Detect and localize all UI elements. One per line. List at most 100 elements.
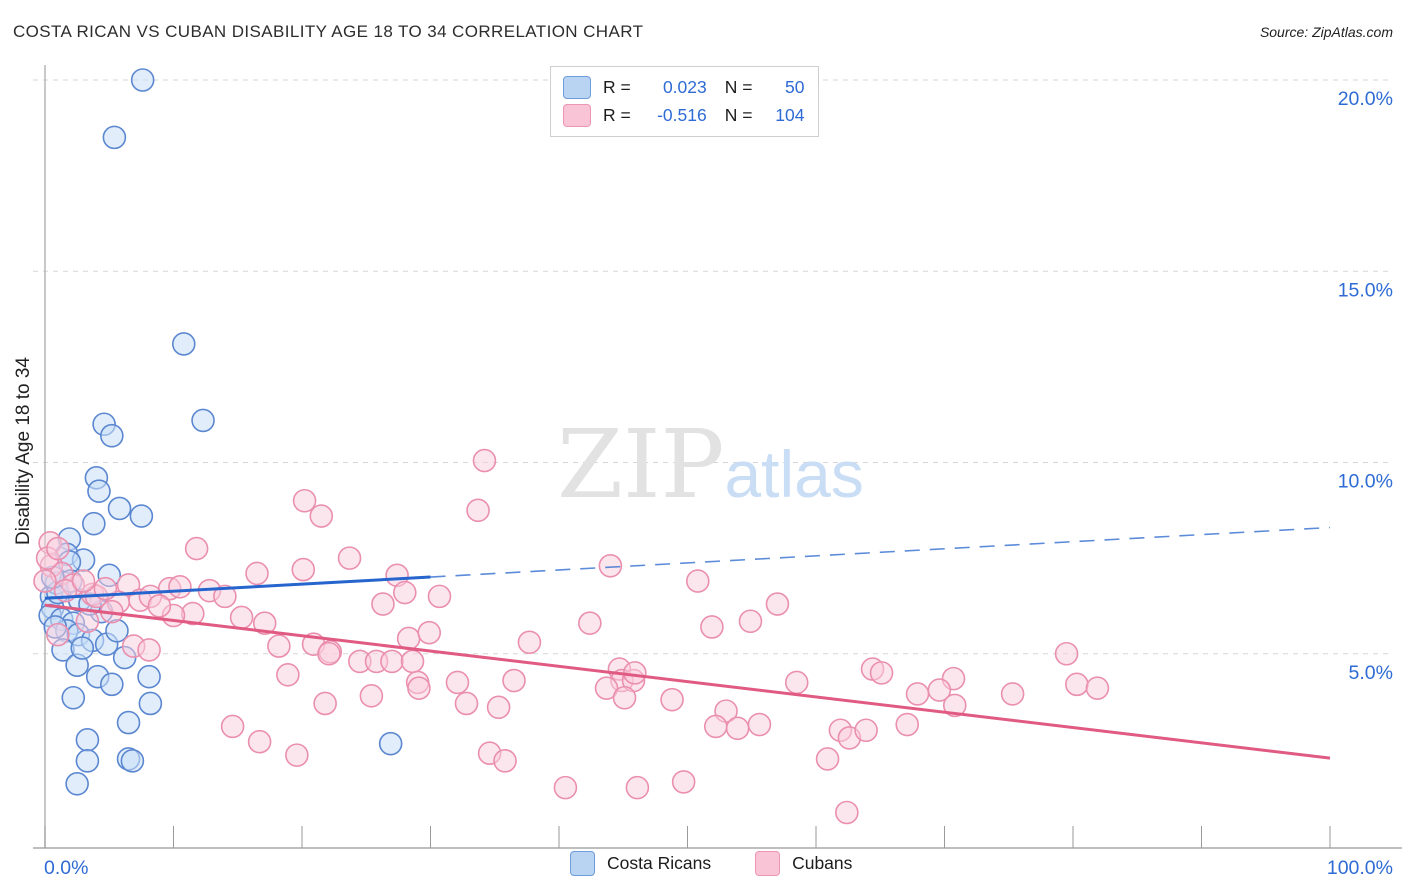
- data-point-cubans[interactable]: [317, 641, 341, 666]
- source-attribution: Source: ZipAtlas.com: [1259, 24, 1393, 40]
- data-point-cubans[interactable]: [747, 712, 772, 737]
- data-point-cubans[interactable]: [292, 488, 317, 513]
- data-point-cubans[interactable]: [598, 553, 623, 578]
- data-point-cubans[interactable]: [291, 557, 316, 582]
- data-point-cubans[interactable]: [371, 592, 395, 616]
- data-point-costa-ricans[interactable]: [120, 749, 145, 773]
- legend-item-cubans[interactable]: Cubans: [755, 851, 852, 876]
- data-point-costa-ricans[interactable]: [100, 672, 124, 697]
- data-point-costa-ricans[interactable]: [70, 636, 95, 660]
- data-point-cubans[interactable]: [285, 743, 309, 767]
- data-point-cubans[interactable]: [594, 676, 619, 700]
- data-point-cubans[interactable]: [427, 584, 452, 609]
- data-point-cubans[interactable]: [267, 634, 291, 658]
- data-point-cubans[interactable]: [869, 661, 894, 685]
- data-point-cubans[interactable]: [703, 714, 728, 739]
- data-point-cubans[interactable]: [1085, 676, 1110, 700]
- data-point-cubans[interactable]: [445, 670, 470, 695]
- data-point-cubans[interactable]: [309, 504, 334, 528]
- data-point-cubans[interactable]: [359, 684, 384, 708]
- legend-item-costa-ricans[interactable]: Costa Ricans: [570, 851, 711, 876]
- trend-line-costa-ricans: [44, 575, 431, 600]
- data-point-cubans[interactable]: [815, 747, 840, 771]
- data-point-cubans[interactable]: [245, 561, 269, 586]
- data-point-cubans[interactable]: [247, 729, 272, 754]
- data-point-cubans[interactable]: [895, 712, 920, 737]
- data-point-cubans[interactable]: [517, 630, 542, 655]
- data-point-cubans[interactable]: [380, 649, 404, 674]
- data-point-costa-ricans[interactable]: [102, 125, 127, 150]
- data-point-cubans[interactable]: [486, 695, 511, 720]
- data-point-cubans[interactable]: [147, 594, 172, 618]
- data-point-cubans[interactable]: [685, 569, 710, 593]
- data-point-cubans[interactable]: [213, 584, 237, 609]
- data-point-costa-ricans[interactable]: [100, 423, 124, 448]
- data-point-cubans[interactable]: [765, 592, 790, 616]
- n-label: N =: [724, 105, 753, 125]
- data-point-cubans[interactable]: [313, 691, 337, 716]
- data-point-cubans[interactable]: [184, 536, 209, 561]
- data-point-cubans[interactable]: [854, 718, 878, 743]
- data-point-costa-ricans[interactable]: [138, 691, 163, 716]
- data-point-cubans[interactable]: [905, 682, 930, 706]
- data-point-costa-ricans[interactable]: [87, 479, 111, 503]
- data-point-cubans[interactable]: [137, 638, 161, 662]
- data-point-costa-ricans[interactable]: [191, 408, 215, 433]
- data-point-cubans[interactable]: [1054, 641, 1079, 666]
- y-tick-label: 20.0%: [1338, 88, 1393, 110]
- data-point-cubans[interactable]: [942, 693, 967, 718]
- data-point-cubans[interactable]: [502, 668, 526, 693]
- data-point-costa-ricans[interactable]: [171, 332, 196, 356]
- legend-label: Costa Ricans: [607, 853, 712, 873]
- data-point-costa-ricans[interactable]: [65, 771, 89, 796]
- r-label: R =: [603, 77, 631, 97]
- stats-row-costa-ricans: R = 0.023 N = 50: [563, 76, 804, 99]
- data-point-cubans[interactable]: [337, 546, 362, 570]
- data-point-cubans[interactable]: [75, 609, 100, 634]
- data-point-cubans[interactable]: [725, 716, 750, 741]
- data-point-costa-ricans[interactable]: [75, 749, 100, 773]
- data-point-costa-ricans[interactable]: [130, 68, 155, 92]
- data-point-cubans[interactable]: [168, 575, 192, 599]
- data-point-cubans[interactable]: [1065, 672, 1089, 697]
- data-point-cubans[interactable]: [33, 569, 57, 593]
- data-point-cubans[interactable]: [700, 615, 724, 639]
- data-point-cubans[interactable]: [660, 687, 684, 712]
- data-point-cubans[interactable]: [738, 609, 763, 634]
- data-point-cubans[interactable]: [276, 662, 300, 687]
- data-point-cubans[interactable]: [71, 569, 96, 593]
- data-point-cubans[interactable]: [1000, 682, 1025, 706]
- data-point-costa-ricans[interactable]: [116, 710, 141, 735]
- data-point-cubans[interactable]: [927, 678, 952, 702]
- data-point-cubans[interactable]: [407, 676, 431, 700]
- data-point-cubans[interactable]: [466, 498, 490, 523]
- data-point-costa-ricans[interactable]: [107, 496, 132, 521]
- data-point-costa-ricans[interactable]: [75, 728, 100, 752]
- data-point-cubans[interactable]: [220, 714, 245, 739]
- data-point-cubans[interactable]: [578, 611, 602, 635]
- data-point-cubans[interactable]: [392, 580, 417, 605]
- data-point-cubans[interactable]: [417, 620, 442, 645]
- data-point-cubans[interactable]: [671, 770, 696, 794]
- data-point-costa-ricans[interactable]: [378, 731, 403, 756]
- data-point-cubans[interactable]: [625, 775, 650, 800]
- data-point-costa-ricans[interactable]: [137, 664, 161, 689]
- data-point-costa-ricans[interactable]: [129, 504, 154, 528]
- data-point-cubans[interactable]: [46, 622, 70, 647]
- data-point-cubans[interactable]: [472, 448, 497, 473]
- data-point-cubans[interactable]: [229, 605, 254, 630]
- data-point-cubans[interactable]: [623, 661, 647, 685]
- data-point-cubans[interactable]: [493, 749, 517, 773]
- data-point-cubans[interactable]: [46, 536, 70, 561]
- data-point-cubans[interactable]: [400, 649, 425, 674]
- stats-legend: R = 0.023 N = 50 R = -0.516 N = 104: [550, 66, 820, 137]
- data-point-cubans[interactable]: [784, 670, 809, 695]
- data-point-cubans[interactable]: [612, 685, 637, 710]
- data-point-cubans[interactable]: [454, 691, 479, 716]
- data-point-cubans[interactable]: [553, 775, 578, 800]
- data-point-cubans[interactable]: [835, 800, 859, 825]
- data-point-costa-ricans[interactable]: [82, 511, 106, 536]
- data-point-cubans[interactable]: [252, 611, 277, 635]
- data-point-costa-ricans[interactable]: [61, 685, 86, 710]
